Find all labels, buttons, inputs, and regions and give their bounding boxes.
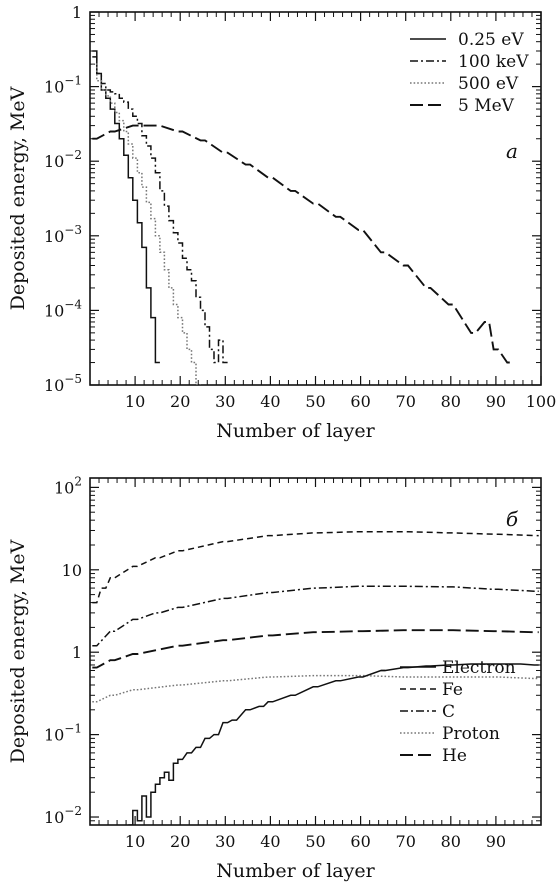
y-tick-base: 10 (44, 376, 64, 395)
x-tick-label: 30 (215, 832, 235, 851)
legend-label: 500 eV (458, 74, 519, 94)
y-tick-base: 1 (72, 643, 82, 662)
x-tick-label: 20 (170, 392, 190, 411)
series-line (92, 629, 539, 669)
y-tick-label: 10−5 (44, 372, 82, 395)
y-tick-base: 10 (44, 227, 64, 246)
x-tick-label: 80 (441, 832, 461, 851)
series-line (92, 674, 539, 703)
y-tick-exponent: 2 (74, 474, 82, 488)
y-tick-exponent: −1 (64, 74, 82, 88)
x-tick-label: 70 (396, 392, 416, 411)
y-tick-exponent: −3 (64, 223, 82, 237)
plot-frame (89, 477, 542, 826)
x-tick-label: 50 (305, 392, 325, 411)
x-tick-label: 60 (350, 832, 370, 851)
x-tick-label: 80 (441, 392, 461, 411)
series-line (92, 585, 539, 647)
y-tick-exponent: −4 (64, 297, 82, 311)
legend-label: Electron (442, 658, 516, 678)
y-axis-label: Deposited energy, MeV (7, 86, 29, 310)
y-tick-label: 1 (72, 643, 82, 662)
x-tick-label: 30 (215, 392, 235, 411)
x-tick-label: 10 (125, 832, 145, 851)
y-tick-label: 10−3 (44, 223, 82, 246)
y-tick-base: 10 (44, 301, 64, 320)
legend-label: C (442, 702, 455, 722)
panel-label: a (506, 139, 518, 163)
y-tick-base: 10 (44, 808, 64, 827)
panel-label: б (506, 507, 519, 531)
x-tick-label: 90 (486, 392, 506, 411)
x-tick-label: 50 (305, 832, 325, 851)
x-tick-label: 60 (350, 392, 370, 411)
x-tick-label: 40 (260, 392, 280, 411)
y-tick-base: 10 (44, 78, 64, 97)
y-axis-label: Deposited energy, MeV (7, 539, 29, 763)
legend-label: 5 MeV (458, 96, 515, 116)
y-tick-label: 10−4 (44, 297, 82, 320)
y-tick-exponent: −2 (64, 804, 82, 818)
y-tick-label: 10−2 (44, 148, 82, 171)
legend-label: Proton (442, 724, 500, 744)
legend-label: Fe (442, 680, 463, 700)
legend-label: 0.25 eV (458, 30, 524, 50)
legend-label: He (442, 746, 467, 766)
x-tick-label: 10 (125, 392, 145, 411)
y-tick-label: 10−1 (44, 722, 82, 745)
x-tick-label: 70 (396, 832, 416, 851)
y-tick-exponent: −1 (64, 722, 82, 736)
series-line (92, 56, 228, 364)
x-axis-label: Number of layer (216, 420, 375, 442)
y-tick-label: 10 (62, 561, 82, 580)
legend-label: 100 keV (458, 52, 529, 72)
series-line (92, 63, 201, 385)
y-tick-label: 10−2 (44, 804, 82, 827)
y-tick-exponent: −2 (64, 148, 82, 162)
series-line (92, 50, 160, 364)
x-tick-label: 20 (170, 832, 190, 851)
y-tick-base: 10 (44, 726, 64, 745)
y-tick-base: 10 (62, 561, 82, 580)
y-tick-label: 1 (72, 3, 82, 22)
y-tick-exponent: −5 (64, 372, 82, 386)
chart-panel-a: 10 20 30 40 50 60 70 80 90 100110−110−210−310−410… (7, 3, 556, 442)
series-line (128, 669, 386, 825)
y-tick-base: 10 (44, 152, 64, 171)
x-tick-label: 100 (526, 392, 557, 411)
y-tick-base: 1 (72, 3, 82, 22)
x-tick-label: 90 (486, 832, 506, 851)
y-tick-label: 102 (54, 474, 82, 497)
series-line (92, 530, 539, 604)
series-line (92, 124, 512, 364)
y-tick-base: 10 (54, 478, 74, 497)
x-axis-label: Number of layer (216, 860, 375, 882)
x-tick-label: 40 (260, 832, 280, 851)
y-tick-label: 10−1 (44, 74, 82, 97)
